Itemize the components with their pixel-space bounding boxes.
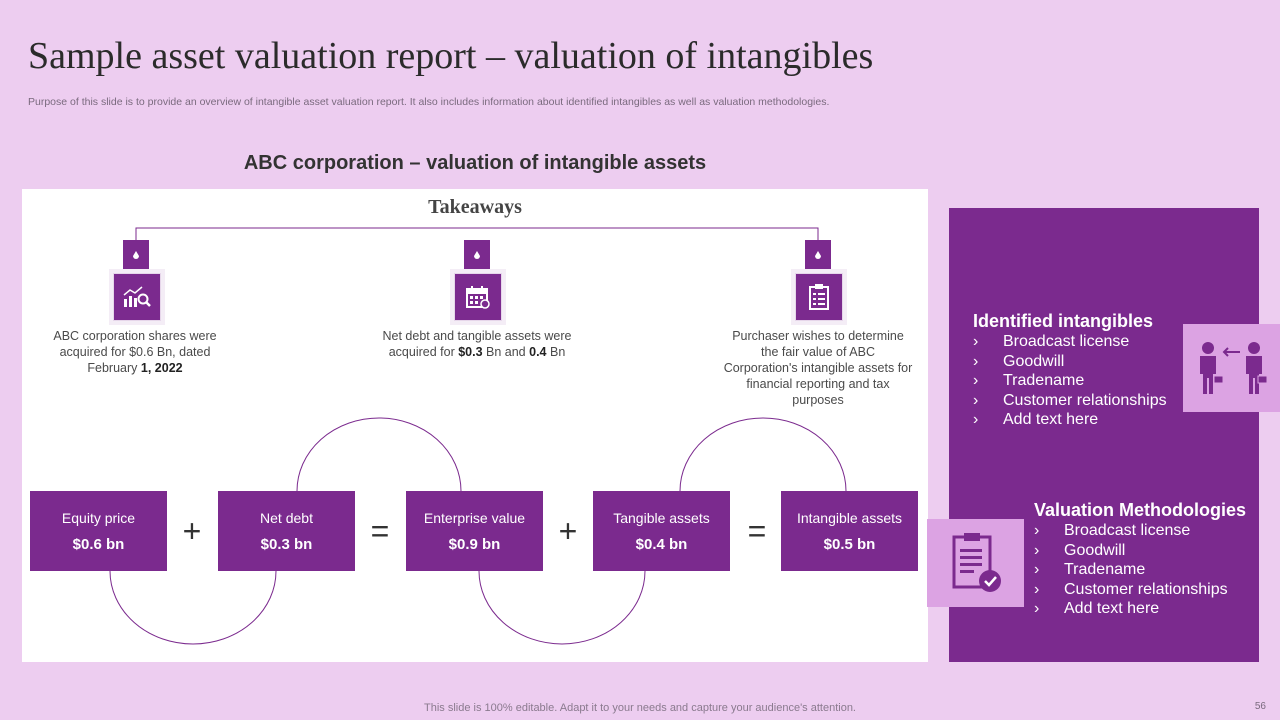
identified-intangibles-heading: Identified intangibles [973,311,1154,331]
list-item: › Customer relationships [973,391,1167,409]
equals-operator-2: = [747,513,767,549]
clipboard-icon [809,284,829,310]
chart-search-icon-box [113,273,161,321]
page-number: 56 [1254,701,1266,712]
arc-top-2 [679,417,847,492]
arc-bottom-1 [109,570,277,645]
enterprise-value-box: Enterprise value $0.9 bn [406,491,543,571]
box-value: $0.3 bn [260,535,313,553]
takeaways-connector [135,227,819,240]
calendar-icon [466,286,490,309]
calendar-icon-box [454,273,502,321]
list-item: › Tradename [973,372,1085,389]
slide-subtitle: Purpose of this slide is to provide an o… [28,96,830,108]
clipboard-check-icon-box [927,519,1024,607]
pin-badge-2 [464,240,490,270]
box-label: Tangible assets [613,509,710,526]
list-item: › Goodwill [1034,541,1126,559]
list-item: › Goodwill [973,352,1065,370]
drop-icon [133,251,139,259]
people-exchange-icon [1199,342,1267,394]
box-label: Equity price [61,509,136,526]
slide-title: Sample asset valuation report – valuatio… [28,35,874,77]
takeaway-text-3: Purchaser wishes to determine the fair v… [723,329,913,407]
list-item: › Customer relationships [1034,580,1228,598]
box-value: $0.4 bn [635,535,688,553]
clipboard-icon-box [795,273,843,321]
tangible-assets-box: Tangible assets $0.4 bn [593,491,730,571]
pin-badge-1 [123,240,149,270]
box-value: $0.5 bn [823,535,876,553]
net-debt-box: Net debt $0.3 bn [218,491,355,571]
equals-operator-1: = [370,513,390,549]
list-item: › Broadcast license [1034,522,1191,539]
list-item: › Tradename [1034,561,1146,578]
slide-footer: This slide is 100% editable. Adapt it to… [424,702,856,714]
list-item: › Add text here [973,411,1099,428]
box-label: Intangible assets [796,509,903,526]
box-value: $0.9 bn [448,535,501,553]
valuation-methodologies-list: › Broadcast license › Goodwill › Tradename … [1034,521,1228,619]
takeaway-text-1: ABC corporation shares were acquired for… [53,329,217,375]
plus-operator-2: + [558,513,578,549]
pin-badge-3 [805,240,831,270]
arc-bottom-2 [478,570,646,645]
identified-intangibles-list: › Broadcast license › Goodwill › Tradename … [973,332,1167,430]
plus-operator-1: + [182,513,202,549]
people-exchange-icon-box [1183,324,1280,412]
section-heading: ABC corporation – valuation of intangibl… [243,152,707,174]
takeaways-title: Takeaways [428,196,522,218]
list-item: › Broadcast license [973,333,1130,350]
chart-search-icon [123,286,151,307]
valuation-methodologies-heading: Valuation Methodologies [1034,500,1247,520]
box-label: Enterprise value [423,509,526,526]
equity-price-box: Equity price $0.6 bn [30,491,167,571]
intangible-assets-box: Intangible assets $0.5 bn [781,491,918,571]
box-value: $0.6 bn [72,535,125,553]
arc-top-1 [296,417,462,492]
clipboard-check-icon [952,533,1001,592]
list-item: › Add text here [1034,600,1160,617]
drop-icon [815,251,821,259]
box-label: Net debt [260,509,313,526]
takeaway-text-2: Net debt and tangible assets were acquir… [382,329,572,359]
drop-icon [474,251,480,259]
